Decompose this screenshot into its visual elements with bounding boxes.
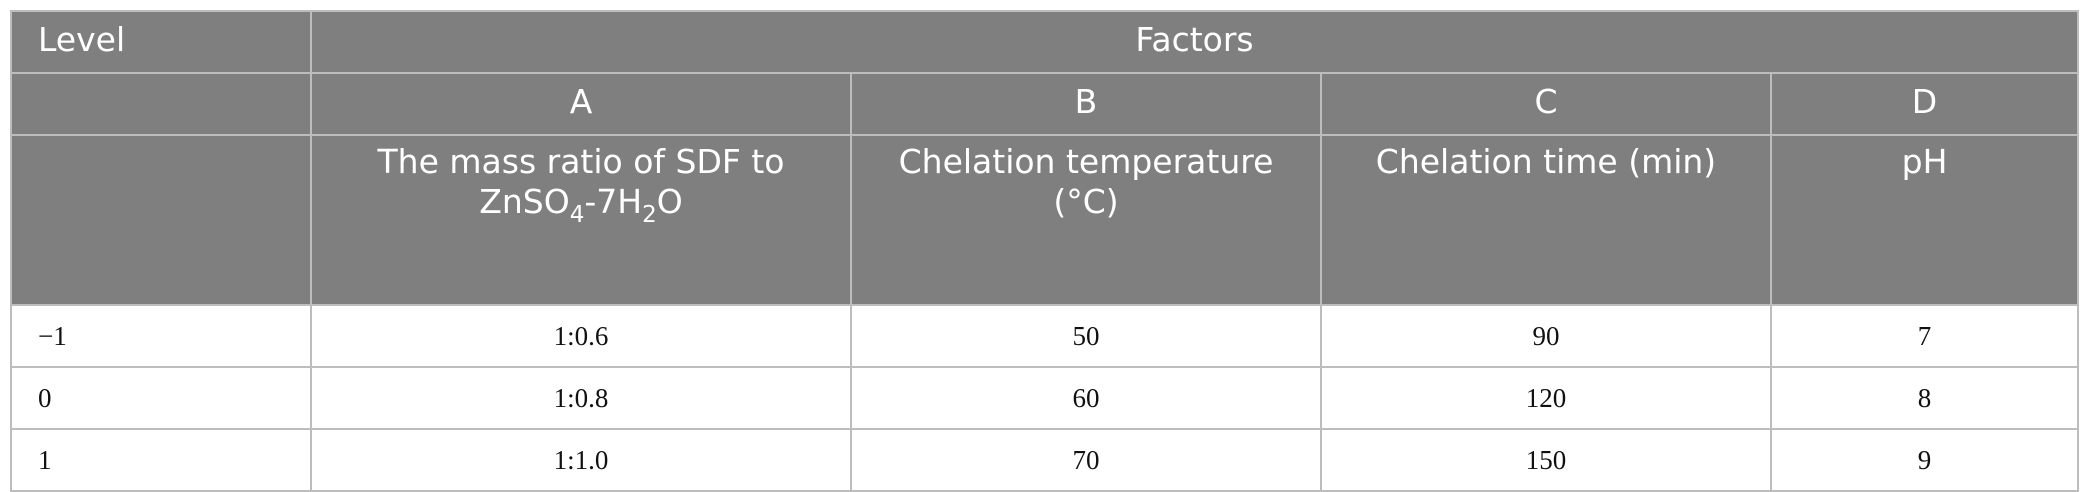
formula-part: -7H — [584, 182, 643, 221]
factor-letter-b: B — [850, 72, 1322, 136]
factor-a-name-line1: The mass ratio of SDF to — [377, 142, 785, 181]
factor-b-name: Chelation temperature (°C) — [850, 134, 1322, 306]
factor-level-table: Level Factors A B C D The mass ratio of … — [10, 10, 2080, 492]
formula-subscript: 2 — [642, 202, 657, 228]
factor-b-name-line2: (°C) — [1053, 182, 1119, 221]
factor-a-cell: 1:0.6 — [310, 304, 852, 368]
formula-part: O — [656, 182, 683, 221]
factor-level-table-container: Level Factors A B C D The mass ratio of … — [10, 10, 2080, 492]
factor-c-name: Chelation time (min) — [1320, 134, 1772, 306]
table-row: 0 1:0.8 60 120 8 — [10, 366, 2080, 430]
formula-part: ZnSO — [479, 182, 570, 221]
table-row: −1 1:0.6 50 90 7 — [10, 304, 2080, 368]
factor-b-name-line1: Chelation temperature — [898, 142, 1274, 181]
factor-letter-a: A — [310, 72, 852, 136]
factor-a-cell: 1:1.0 — [310, 428, 852, 492]
formula-subscript: 4 — [569, 202, 585, 228]
level-cell: −1 — [10, 304, 312, 368]
level-header: Level — [10, 10, 312, 74]
factors-header: Factors — [309, 10, 2080, 74]
factor-d-cell: 9 — [1769, 428, 2080, 492]
factor-a-cell: 1:0.8 — [310, 366, 852, 430]
factor-a-name-line2: ZnSO4-7H2O — [479, 182, 683, 228]
header-row-3: The mass ratio of SDF to ZnSO4-7H2O Chel… — [10, 134, 2080, 306]
level-cell: 0 — [10, 366, 312, 430]
table-header: Level Factors A B C D The mass ratio of … — [10, 10, 2080, 306]
factor-b-cell: 60 — [850, 366, 1322, 430]
factor-c-cell: 120 — [1320, 366, 1772, 430]
factor-b-cell: 70 — [850, 428, 1322, 492]
empty-header-cell — [10, 134, 312, 306]
table-row: 1 1:1.0 70 150 9 — [10, 428, 2080, 492]
factor-b-cell: 50 — [850, 304, 1322, 368]
table-body: −1 1:0.6 50 90 7 0 1:0.8 60 120 8 1 1:1.… — [10, 304, 2080, 492]
factor-a-name: The mass ratio of SDF to ZnSO4-7H2O — [310, 134, 852, 306]
header-row-2: A B C D — [10, 72, 2080, 136]
factor-d-name: pH — [1769, 134, 2080, 306]
empty-header-cell — [10, 72, 312, 136]
factor-d-cell: 7 — [1769, 304, 2080, 368]
factor-d-cell: 8 — [1769, 366, 2080, 430]
factor-letter-d: D — [1769, 72, 2080, 136]
factor-letter-c: C — [1320, 72, 1772, 136]
header-row-1: Level Factors — [10, 10, 2080, 74]
level-cell: 1 — [10, 428, 312, 492]
factor-c-cell: 90 — [1320, 304, 1772, 368]
factor-c-cell: 150 — [1320, 428, 1772, 492]
